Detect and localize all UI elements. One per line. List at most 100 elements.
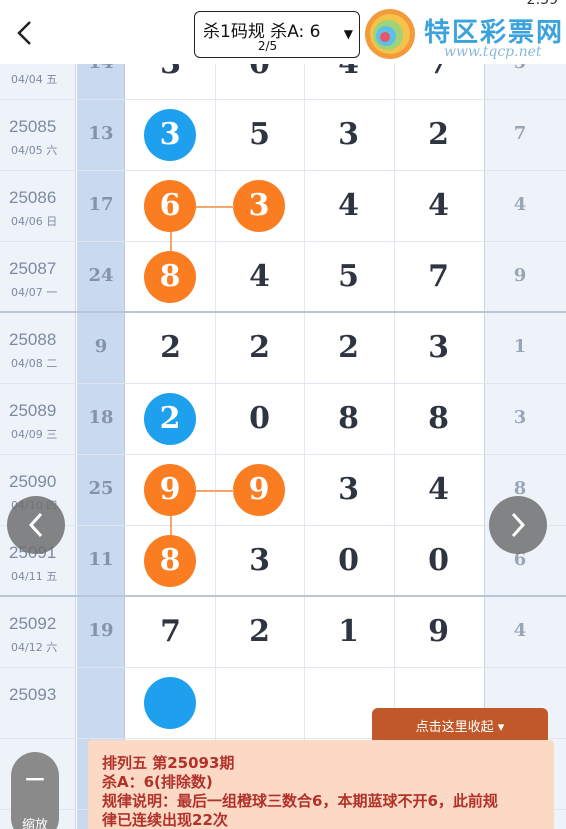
- collapse-panel-button[interactable]: 点击这里收起 ▾: [372, 708, 548, 740]
- sum-column: [77, 32, 125, 829]
- chevron-right-icon: [511, 512, 526, 538]
- rule-info-panel: 排列五 第25093期 杀A：6(排除数) 规律说明：最后一组橙球三数合6，本期…: [88, 740, 554, 829]
- row-separator: [0, 738, 566, 739]
- blue-ball: [144, 677, 196, 729]
- sum-value: 25: [88, 478, 114, 499]
- info-issue-title: 排列五 第25093期: [102, 754, 235, 772]
- fifth-digit-value: 4: [513, 620, 527, 641]
- row-separator: [0, 383, 566, 384]
- zoom-button[interactable]: − 缩放: [11, 752, 59, 829]
- row-separator: [0, 311, 566, 313]
- digit-cell: 2: [249, 330, 270, 365]
- fifth-digit-value: 4: [513, 194, 527, 215]
- rule-selector-dropdown[interactable]: 杀1码规 杀A: 6 2/5 ▼: [194, 11, 360, 58]
- digit-cell: 3: [428, 330, 449, 365]
- status-time: 2:39: [526, 0, 558, 8]
- sum-value: 24: [88, 265, 114, 286]
- fifth-digit-column: [484, 32, 566, 829]
- top-bar: 2:39 杀1码规 杀A: 6 2/5 ▼ 特区彩票网 www.tqcp.net: [0, 0, 566, 64]
- row-separator: [0, 241, 566, 242]
- table-row: 25085 04/05 六 13 7 3 5 3 2: [0, 100, 566, 171]
- table-row: 25087 04/07 一 24 9 8 4 5 7: [0, 242, 566, 313]
- column-divider: [394, 32, 395, 829]
- issue-column: [0, 32, 76, 829]
- fifth-digit-value: 9: [513, 265, 527, 286]
- sum-value: 19: [88, 620, 114, 641]
- chevron-left-icon: [28, 512, 43, 538]
- digit-cell: 8: [428, 401, 449, 436]
- logo-swirl-icon: [365, 9, 415, 59]
- caret-down-icon: ▼: [343, 27, 353, 41]
- digit-cell: 9: [428, 614, 449, 649]
- blue-ball: 3: [144, 109, 196, 161]
- next-page-button[interactable]: [489, 496, 547, 554]
- chevron-left-icon[interactable]: [12, 18, 38, 48]
- issue-date: 04/12 六: [11, 641, 58, 654]
- digit-cell: 0: [249, 401, 270, 436]
- digit-cell: 2: [249, 614, 270, 649]
- sum-value: 9: [94, 336, 108, 357]
- orange-ball: 9: [233, 464, 285, 516]
- digit-cell: 4: [428, 472, 449, 507]
- digit-cell: 8: [338, 401, 359, 436]
- orange-ball: 8: [144, 535, 196, 587]
- info-kill-value: 杀A：6(排除数): [102, 773, 213, 791]
- info-rule-desc: 规律说明：最后一组橙球三数合6，本期蓝球不开6，此前规: [102, 792, 498, 810]
- column-divider: [304, 32, 305, 829]
- sum-value: 18: [88, 407, 114, 428]
- orange-ball: 8: [144, 251, 196, 303]
- orange-ball: 3: [233, 180, 285, 232]
- issue-date: 04/05 六: [11, 144, 58, 157]
- digit-cell: 3: [338, 472, 359, 507]
- ball-connector: [170, 232, 172, 251]
- logo-text: 特区彩票网: [424, 18, 565, 48]
- info-rule-desc-cont: 律已连续出现22次: [102, 811, 228, 829]
- digit-cell: 5: [249, 117, 270, 152]
- row-separator: [0, 525, 566, 526]
- row-separator: [0, 454, 566, 455]
- row-separator: [0, 667, 566, 668]
- table-row: 25092 04/12 六 19 4 7 2 1 9: [0, 597, 566, 668]
- logo-url: www.tqcp.net: [444, 44, 542, 60]
- issue-number: 25093: [9, 685, 57, 704]
- table-row: 25086 04/06 日 17 4 6 3 4 4: [0, 171, 566, 242]
- table-row: 25089 04/09 三 18 3 2 0 8 8: [0, 384, 566, 455]
- minus-icon: −: [23, 762, 47, 795]
- column-divider: [215, 32, 216, 829]
- digit-cell: 1: [338, 614, 359, 649]
- table-row: 25093: [0, 668, 566, 739]
- row-separator: [0, 170, 566, 171]
- fifth-digit-value: 3: [513, 407, 527, 428]
- digit-cell: 0: [428, 543, 449, 578]
- issue-date: 04/09 三: [11, 428, 58, 441]
- digit-cell: 7: [428, 259, 449, 294]
- row-separator: [0, 99, 566, 100]
- prev-page-button[interactable]: [7, 496, 65, 554]
- issue-date: 04/04 五: [11, 73, 58, 86]
- fifth-digit-value: 7: [513, 123, 527, 144]
- digit-cell: 4: [428, 188, 449, 223]
- digit-cell: 0: [338, 543, 359, 578]
- issue-number: 25085: [9, 117, 57, 136]
- orange-ball: 6: [144, 180, 196, 232]
- fifth-digit-value: 6: [513, 549, 527, 570]
- issue-number: 25089: [9, 401, 57, 420]
- trend-grid: 04/04 五14530472508504/05 六13735322508604…: [0, 32, 566, 829]
- table-row: 2509004/10 四2589934: [0, 455, 566, 526]
- collapse-label: 点击这里收起 ▾: [415, 720, 505, 735]
- issue-number: 25086: [9, 188, 57, 207]
- issue-date: 04/06 日: [11, 215, 58, 228]
- sum-value: 13: [88, 123, 114, 144]
- blue-ball: 2: [144, 393, 196, 445]
- digit-cell: 3: [338, 117, 359, 152]
- issue-date: 04/08 二: [11, 357, 58, 370]
- ball-connector: [196, 206, 234, 208]
- digit-cell: 4: [338, 188, 359, 223]
- row-separator: [0, 595, 566, 597]
- rule-selector-page: 2/5: [257, 39, 278, 53]
- table-row: 25088 04/08 二 9 1 2 2 2 3: [0, 313, 566, 384]
- orange-ball: 9: [144, 464, 196, 516]
- digit-cell: 2: [160, 330, 181, 365]
- ball-connector: [170, 516, 172, 535]
